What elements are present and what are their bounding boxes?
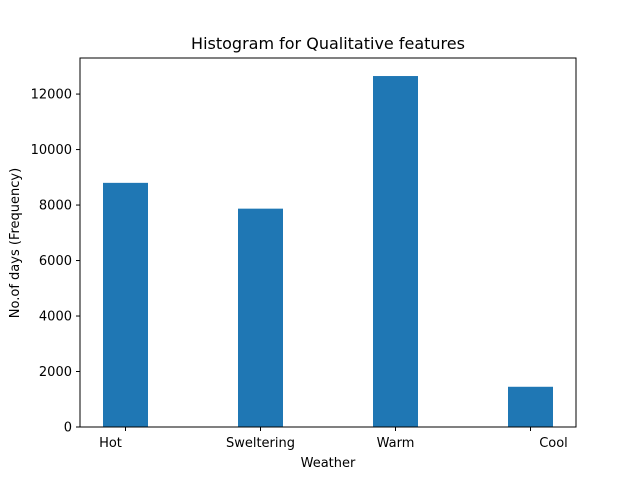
x-tick-label: Cool [539,436,568,451]
y-tick-label: 4000 [39,310,72,325]
y-tick-label: 10000 [31,143,72,158]
bars-group [103,76,553,427]
x-axis: Hot Sweltering Warm Cool [99,427,568,451]
y-axis-label: No.of days (Frequency) [8,168,23,318]
bar-hot [103,182,148,427]
y-tick-label: 8000 [39,199,72,214]
y-axis: 0 2000 4000 6000 8000 10000 12000 [31,88,80,436]
y-tick-label: 2000 [39,365,72,380]
x-axis-label: Weather [301,456,356,471]
x-tick-label: Warm [377,436,415,451]
y-tick-label: 0 [64,421,72,436]
x-tick-label: Hot [99,436,122,451]
bar-cool [508,386,553,427]
bar-sweltering [238,208,283,427]
chart-title: Histogram for Qualitative features [191,34,465,53]
y-tick-label: 12000 [31,88,72,103]
x-tick-label: Sweltering [226,436,295,451]
y-tick-label: 6000 [39,254,72,269]
bar-warm [373,76,418,427]
plot-frame [79,57,577,428]
